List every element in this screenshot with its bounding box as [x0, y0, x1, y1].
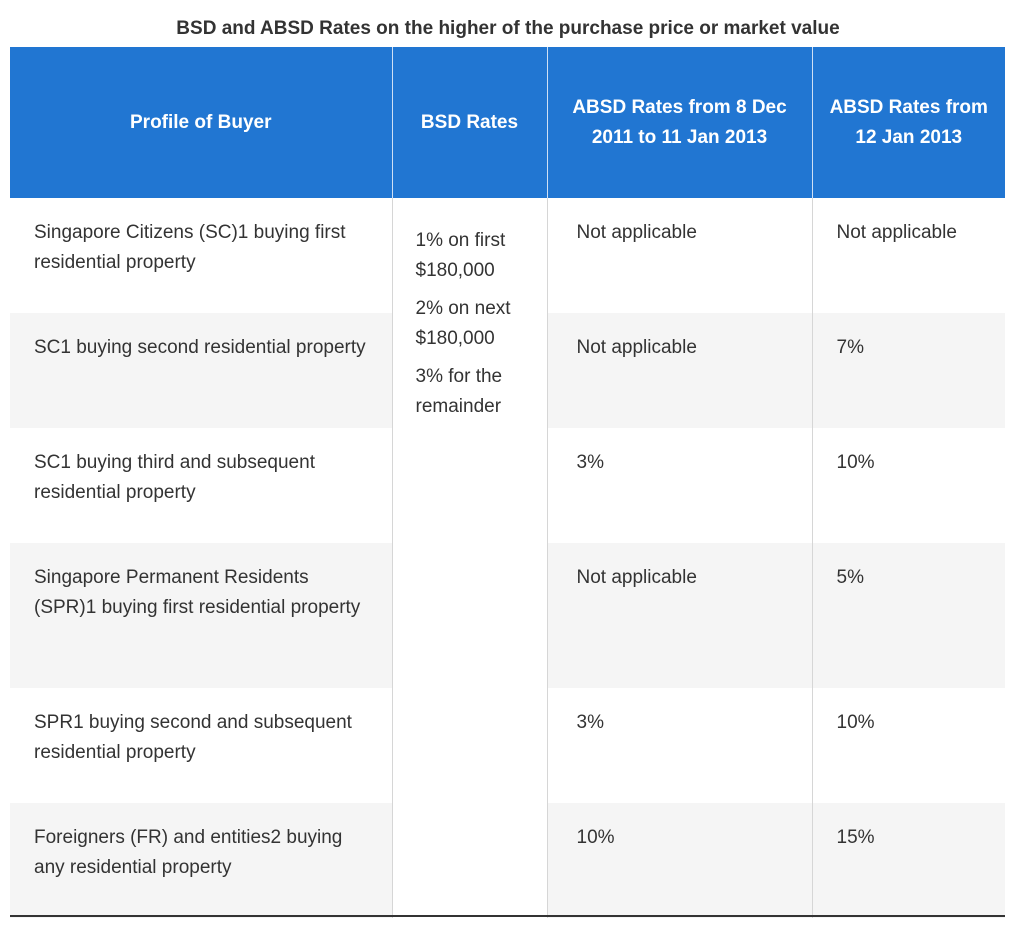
table-row: Foreigners (FR) and entities2 buying any…: [10, 803, 1005, 918]
table-row: Singapore Permanent Residents (SPR)1 buy…: [10, 543, 1005, 688]
profile-cell: Singapore Permanent Residents (SPR)1 buy…: [10, 543, 393, 688]
absd-2013-cell: 10%: [812, 428, 1005, 543]
table-row: SC1 buying second residential property N…: [10, 313, 1005, 428]
bsd-rate-line: 1% on first $180,000: [415, 230, 506, 281]
absd-2013-cell: Not applicable: [812, 198, 1005, 313]
header-bsd: BSD Rates: [392, 47, 548, 198]
table-bottom-rule: [10, 915, 1005, 917]
profile-cell: Singapore Citizens (SC)1 buying first re…: [10, 198, 393, 313]
table-row: SC1 buying third and subsequent resident…: [10, 428, 1005, 543]
header-row: Profile of Buyer BSD Rates ABSD Rates fr…: [10, 47, 1005, 198]
absd-2011-cell: Not applicable: [547, 313, 813, 428]
table-title: BSD and ABSD Rates on the higher of the …: [176, 18, 840, 39]
bsd-rate-line: 3% for the remainder: [415, 366, 503, 417]
header-absd-2013: ABSD Rates from 12 Jan 2013: [812, 47, 1005, 198]
absd-2013-cell: 15%: [812, 803, 1005, 918]
header-profile: Profile of Buyer: [10, 47, 393, 198]
absd-2011-cell: Not applicable: [547, 543, 813, 688]
absd-2013-cell: 7%: [812, 313, 1005, 428]
bsd-rate-line: 2% on next $180,000: [415, 298, 511, 349]
profile-cell: SC1 buying third and subsequent resident…: [10, 428, 393, 543]
profile-cell: SPR1 buying second and subsequent reside…: [10, 688, 393, 803]
bsd-rates-cell: 1% on first $180,000 2% on next $180,000…: [391, 198, 548, 918]
absd-2011-cell: 10%: [547, 803, 813, 918]
table-row: Singapore Citizens (SC)1 buying first re…: [10, 198, 1005, 918]
absd-2011-cell: Not applicable: [547, 198, 813, 313]
absd-2011-cell: 3%: [547, 428, 813, 543]
header-absd-2011: ABSD Rates from 8 Dec 2011 to 11 Jan 201…: [547, 47, 813, 198]
absd-2013-cell: 5%: [812, 543, 1005, 688]
absd-2011-cell: 3%: [547, 688, 813, 803]
table-row: SPR1 buying second and subsequent reside…: [10, 688, 1005, 803]
profile-cell: Foreigners (FR) and entities2 buying any…: [10, 803, 393, 918]
absd-2013-cell: 10%: [812, 688, 1005, 803]
rates-table: Profile of Buyer BSD Rates ABSD Rates fr…: [10, 47, 1005, 918]
profile-cell: SC1 buying second residential property: [10, 313, 393, 428]
